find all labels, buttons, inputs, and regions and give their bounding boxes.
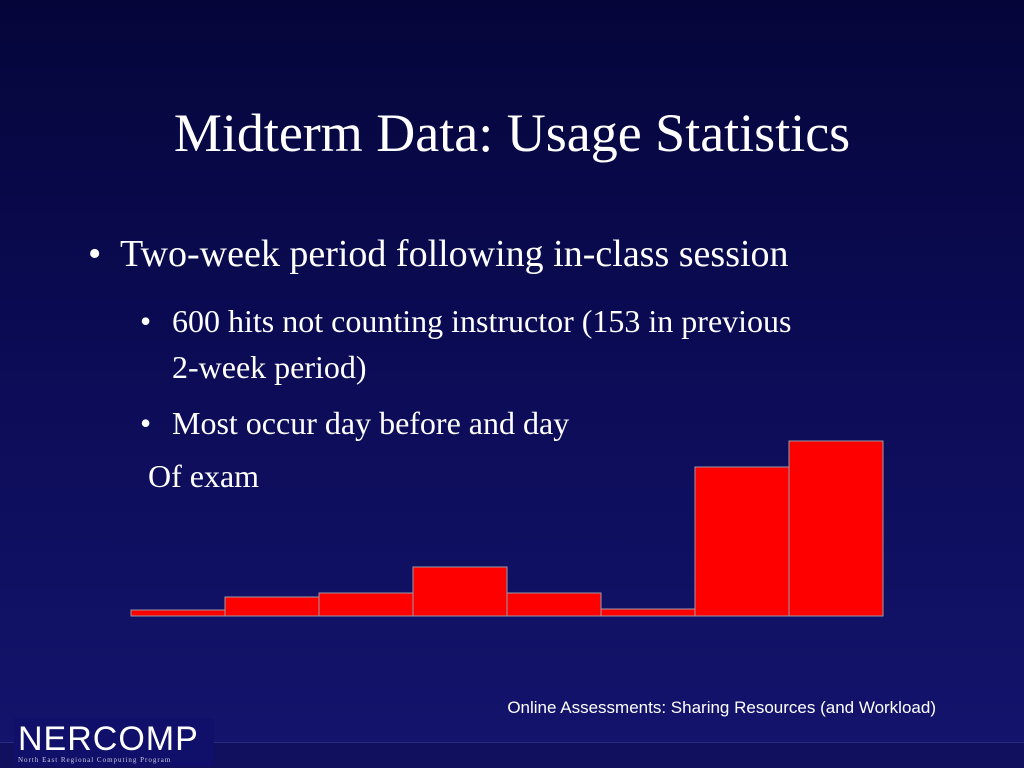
- continuation-text: Of exam: [148, 458, 260, 494]
- bar: [318, 592, 414, 617]
- bar: [224, 596, 320, 617]
- sub-bullet-text: Most occur day before and day: [172, 405, 570, 441]
- logo-name: NERCOMP: [18, 720, 199, 758]
- slide-title: Midterm Data: Usage Statistics: [173, 103, 851, 163]
- bar: [130, 609, 226, 617]
- bullet-text: Two-week period following in-class sessi…: [120, 233, 789, 275]
- bar: [412, 566, 508, 617]
- footer: Online Assessments: Sharing Resources (a…: [507, 698, 936, 717]
- bar: [788, 440, 884, 617]
- sub-bullet-text: 600 hits not counting instructor (153 in…: [172, 303, 792, 385]
- bar: [694, 466, 790, 617]
- sub-bullet: • Most occur day before and day: [140, 400, 820, 446]
- bar: [600, 608, 696, 617]
- bullet: • Two-week period following in-class sess…: [88, 233, 789, 275]
- logo-tagline: North East Regional Computing Program: [18, 756, 172, 764]
- bar: [506, 592, 602, 617]
- logo-box: [14, 718, 214, 766]
- sub-bullet: • 600 hits not counting instructor (153 i…: [140, 298, 820, 390]
